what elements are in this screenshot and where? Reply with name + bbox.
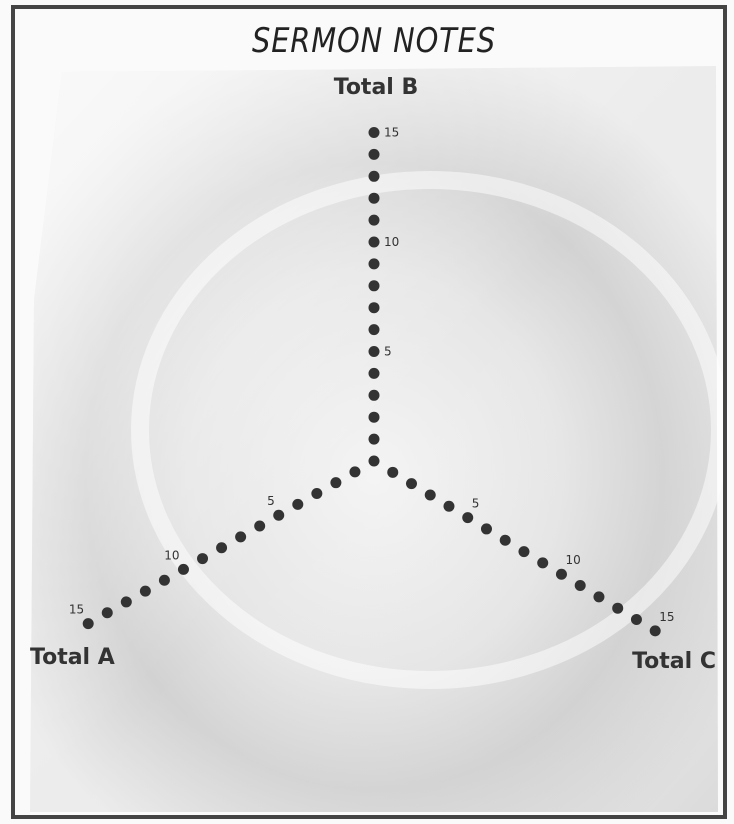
dot [140, 586, 151, 597]
worksheet: SERMON NOTES 5 10 15 Total B 5 10 15 Total A 5 10… [0, 0, 734, 824]
dot [631, 614, 642, 625]
center-dot [369, 456, 380, 467]
dot [369, 193, 380, 204]
dot [369, 280, 380, 291]
dot [330, 477, 341, 488]
dot [537, 557, 548, 568]
dot [650, 625, 661, 636]
dot [102, 607, 113, 618]
axis-label: Total C [632, 649, 716, 674]
tick-label: 5 [472, 497, 480, 511]
tick-label: 10 [384, 235, 399, 249]
dot [462, 512, 473, 523]
dot [369, 149, 380, 160]
dot [311, 488, 322, 499]
dot [369, 215, 380, 226]
dot [216, 542, 227, 553]
dot [387, 467, 398, 478]
dot [292, 499, 303, 510]
dot [369, 346, 380, 357]
dot [159, 575, 170, 586]
dot [254, 521, 265, 532]
tick-label: 15 [384, 126, 399, 140]
dot [369, 390, 380, 401]
page: {"title": "SERMON NOTES", "axes": [ {"la… [0, 0, 734, 824]
dot [235, 531, 246, 542]
dot [481, 523, 492, 534]
dot [369, 237, 380, 248]
axis-label: Total B [334, 75, 419, 100]
dot [83, 618, 94, 629]
dot [369, 302, 380, 313]
dot [369, 368, 380, 379]
dot [425, 489, 436, 500]
dot [369, 412, 380, 423]
dot [575, 580, 586, 591]
dot [518, 546, 529, 557]
dot [556, 569, 567, 580]
dot [443, 501, 454, 512]
dot [406, 478, 417, 489]
tick-label: 10 [565, 553, 580, 567]
tick-label: 5 [267, 494, 275, 508]
tick-label: 5 [384, 345, 392, 359]
axis-label: Total A [30, 645, 115, 670]
dot [369, 258, 380, 269]
dot [612, 603, 623, 614]
dot [369, 324, 380, 335]
tick-label: 15 [69, 603, 84, 617]
dot [369, 171, 380, 182]
dot [593, 591, 604, 602]
dot [349, 466, 360, 477]
title: SERMON NOTES [252, 22, 496, 61]
dot [369, 434, 380, 445]
dot [178, 564, 189, 575]
dot [500, 535, 511, 546]
dot [121, 596, 132, 607]
tick-label: 10 [164, 548, 179, 562]
dot [273, 510, 284, 521]
tick-label: 15 [659, 610, 674, 624]
dot [369, 127, 380, 138]
dot [197, 553, 208, 564]
